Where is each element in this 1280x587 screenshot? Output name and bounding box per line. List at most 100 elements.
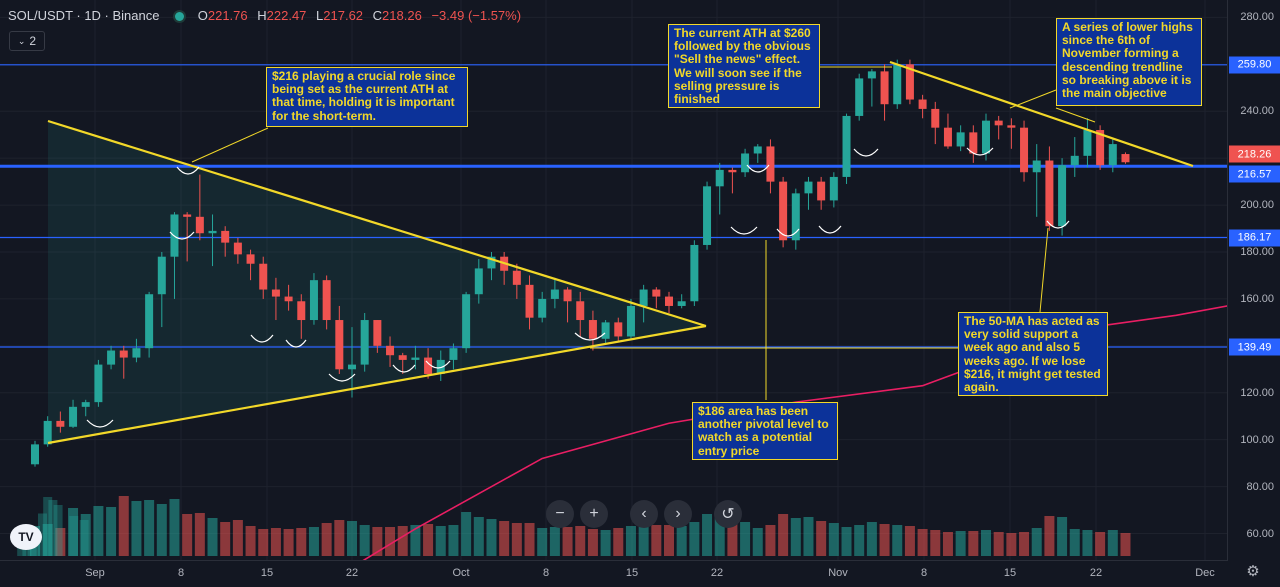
support-arc xyxy=(86,419,114,428)
support-arc xyxy=(328,373,356,382)
y-tick-label: 280.00 xyxy=(1240,11,1274,24)
close-value: 218.26 xyxy=(382,8,422,23)
symbol-title[interactable]: SOL/USDT · 1D · Binance xyxy=(8,8,160,23)
candle-body xyxy=(132,348,141,358)
x-tick-label: 8 xyxy=(542,567,550,579)
candle-body xyxy=(563,289,572,302)
y-tick-label: 60.00 xyxy=(1246,527,1274,540)
candle-body xyxy=(1096,130,1105,166)
volume-bar xyxy=(144,500,155,556)
candle-body xyxy=(94,364,103,403)
candle-body xyxy=(931,108,940,128)
support-arc xyxy=(425,360,451,369)
close-key: C xyxy=(372,8,383,23)
candle-body xyxy=(474,268,483,295)
candle-body xyxy=(715,169,724,187)
volume-bar xyxy=(106,507,117,556)
candle-body xyxy=(1121,154,1130,163)
x-tick-label: 8 xyxy=(920,567,928,579)
low-key: L xyxy=(316,8,324,23)
y-tick-label: 200.00 xyxy=(1240,199,1274,212)
reset-chart-button[interactable]: ↺ xyxy=(714,500,742,528)
volume-bar xyxy=(118,496,129,556)
volume-bar xyxy=(499,521,510,556)
price-level-label: 186.17 xyxy=(1229,229,1280,247)
scroll-left-button[interactable]: ‹ xyxy=(630,500,658,528)
annotation-leader xyxy=(191,127,269,163)
time-axis[interactable]: Sep 8 15 22 Oct 8 15 22 Nov 8 15 22 Dec xyxy=(0,560,1228,587)
volume-bar xyxy=(182,514,193,556)
candle-body xyxy=(867,71,876,79)
volume-bar-early xyxy=(38,513,47,556)
price-axis[interactable]: 280.00260.00240.00220.00200.00180.00160.… xyxy=(1227,0,1280,560)
x-tick-label: 8 xyxy=(177,567,185,579)
candle-body xyxy=(943,127,952,147)
volume-bar xyxy=(778,514,789,556)
price-level-label: 139.49 xyxy=(1229,338,1280,356)
x-tick-label: Sep xyxy=(85,567,105,579)
volume-bar xyxy=(1019,532,1030,556)
annotation-216-ath: $216 playing a crucial role since being … xyxy=(266,67,468,127)
y-tick-label: 120.00 xyxy=(1240,386,1274,399)
change-value: −3.49 (−1.57%) xyxy=(431,8,522,23)
support-arc xyxy=(574,332,606,341)
triangle-pattern-fill xyxy=(48,121,706,443)
candle-body xyxy=(271,289,280,297)
annotation-50ma: The 50-MA has acted as very solid suppor… xyxy=(958,312,1108,396)
volume-bar xyxy=(942,532,953,556)
candle-body xyxy=(880,71,889,105)
candle-body xyxy=(994,120,1003,126)
volume-bar xyxy=(600,530,611,556)
candle-body xyxy=(322,280,331,321)
candle-body xyxy=(449,348,458,360)
volume-bar xyxy=(473,517,484,556)
upper-trendline xyxy=(47,119,707,328)
chevron-down-icon: ⌄ xyxy=(17,35,26,46)
volume-bar xyxy=(359,525,370,556)
x-tick-label: Nov xyxy=(828,567,848,579)
volume-bar xyxy=(904,526,915,556)
open-value: 221.76 xyxy=(207,8,248,23)
candle-body xyxy=(348,364,356,370)
volume-bar xyxy=(702,514,713,556)
candle-body xyxy=(69,406,78,427)
candle-body xyxy=(639,289,648,306)
candle-body xyxy=(1032,160,1041,173)
symbol-header: SOL/USDT · 1D · Binance O221.76 H222.47 … xyxy=(8,8,521,23)
support-arc xyxy=(176,166,200,175)
candle-body xyxy=(753,146,762,154)
volume-bar xyxy=(689,522,700,556)
volume-bar xyxy=(169,499,180,556)
candle-body xyxy=(918,99,927,109)
candle-body xyxy=(335,320,344,370)
indicators-toggle-button[interactable]: ⌄ 2 xyxy=(9,31,45,51)
chart-controls: − + ‹ › ↺ xyxy=(546,500,742,528)
volume-bar xyxy=(613,528,624,556)
zoom-out-button[interactable]: − xyxy=(546,500,574,528)
zoom-in-button[interactable]: + xyxy=(580,500,608,528)
volume-bar xyxy=(1057,517,1068,556)
volume-bar xyxy=(765,525,776,556)
scroll-right-button[interactable]: › xyxy=(664,500,692,528)
volume-bar xyxy=(232,520,243,556)
candle-body xyxy=(690,244,699,302)
settings-gear-icon[interactable]: ⚙ xyxy=(1246,563,1260,580)
x-tick-label: 15 xyxy=(260,567,274,579)
candle-body xyxy=(360,320,369,365)
volume-bar xyxy=(461,512,472,556)
candle-body xyxy=(779,181,788,241)
candle-body xyxy=(297,301,306,321)
candle-body xyxy=(1007,125,1016,128)
candle-body xyxy=(525,284,534,318)
volume-bar xyxy=(562,527,573,556)
candle-body xyxy=(512,270,521,285)
candle-body xyxy=(309,280,318,321)
volume-bar xyxy=(968,531,979,556)
support-arc xyxy=(250,334,274,343)
volume-bar xyxy=(638,527,649,556)
volume-bar-early xyxy=(79,520,89,556)
price-chart[interactable] xyxy=(0,0,1228,560)
annotation-leader xyxy=(1039,227,1049,313)
support-arc xyxy=(285,339,307,348)
tradingview-logo[interactable]: TV xyxy=(10,524,42,550)
